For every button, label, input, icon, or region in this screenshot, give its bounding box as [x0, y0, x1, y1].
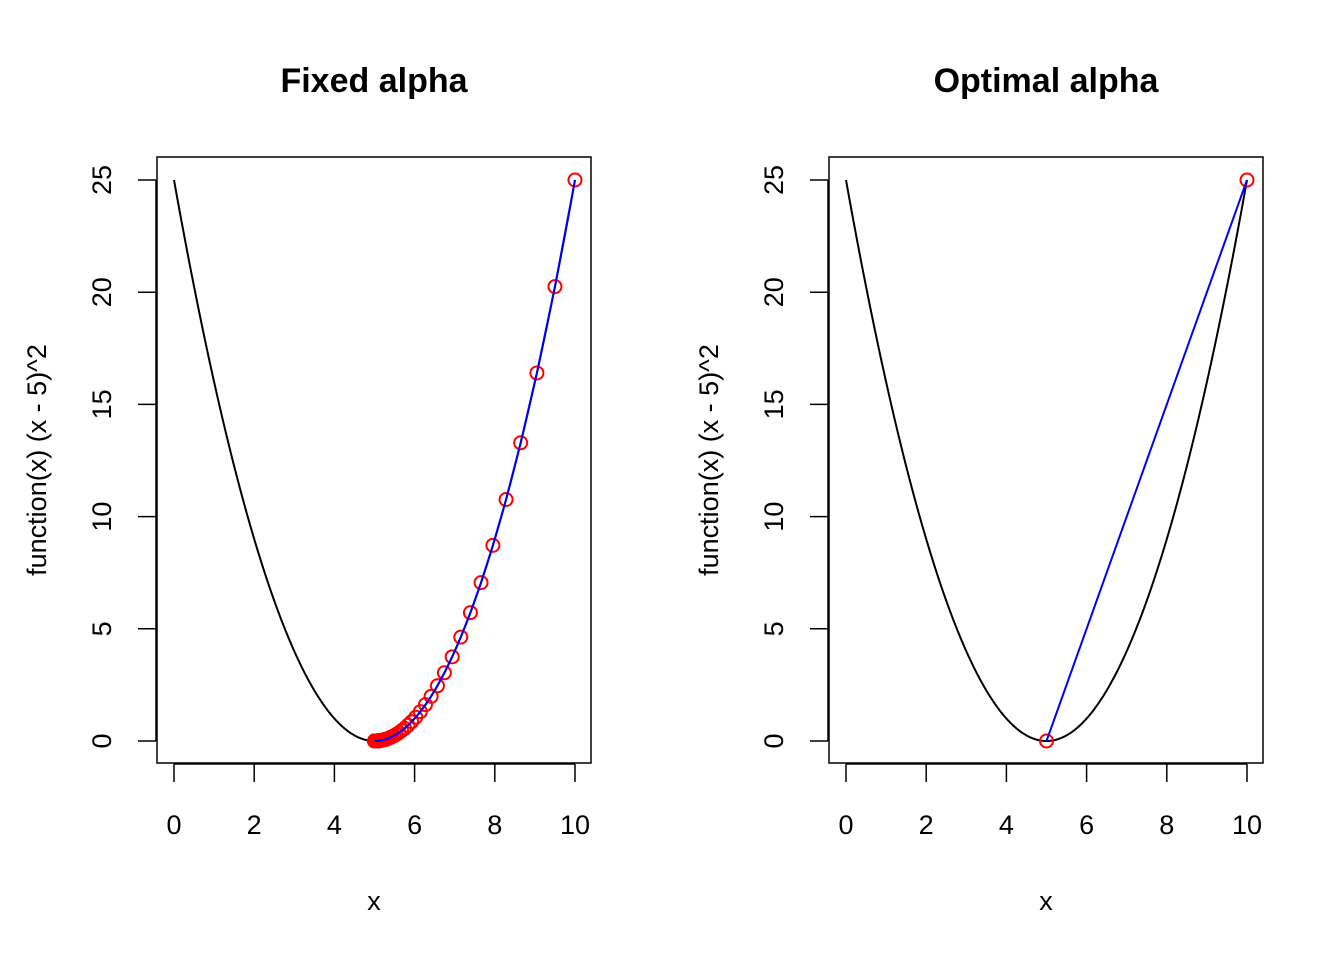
function-curve [845, 179, 1248, 743]
x-tick-label: 4 [327, 810, 342, 840]
y-axis-label: function(x) (x - 5)^2 [694, 344, 724, 576]
iterate-point [513, 435, 529, 451]
iterate-point [1039, 733, 1054, 749]
x-tick-label: 8 [1159, 810, 1174, 840]
iterate-point [547, 279, 563, 295]
x-tick-label: 6 [1079, 810, 1094, 840]
plot-frame [828, 156, 1264, 764]
x-tick-label: 2 [919, 810, 934, 840]
iterate-point [462, 605, 478, 621]
plot-frame [156, 156, 592, 764]
iterate-point [453, 629, 469, 645]
y-tick-label: 25 [87, 165, 117, 195]
y-axis-label: function(x) (x - 5)^2 [22, 344, 52, 576]
iterate-point [473, 575, 489, 591]
iterate-point [567, 172, 583, 188]
x-axis-label: x [367, 886, 381, 916]
iterate-point [408, 709, 424, 725]
y-tick-label: 5 [759, 621, 789, 636]
iterate-point [436, 665, 452, 681]
x-tick-label: 10 [1232, 810, 1262, 840]
x-tick-label: 10 [560, 810, 590, 840]
iterate-point [1239, 172, 1255, 188]
iterate-point [498, 492, 514, 508]
descent-path [374, 179, 576, 742]
iterate-point [529, 365, 545, 381]
y-tick-label: 15 [759, 389, 789, 419]
x-tick-label: 8 [487, 810, 502, 840]
chart-title: Optimal alpha [934, 62, 1160, 100]
y-tick-label: 20 [759, 277, 789, 307]
descent-path [1045, 179, 1248, 742]
panel-fixed-alpha: Fixed alpha x function(x) (x - 5)^2 0 2 4 6… [22, 62, 592, 916]
x-axis-label: x [1039, 886, 1053, 916]
x-tick-label: 4 [999, 810, 1014, 840]
function-curve [173, 179, 576, 743]
y-tick-label: 0 [87, 733, 117, 748]
y-tick-label: 20 [87, 277, 117, 307]
iterate-point [444, 649, 460, 665]
y-tick-label: 0 [759, 733, 789, 748]
y-tick-label: 10 [759, 502, 789, 532]
x-tick-label: 0 [838, 810, 853, 840]
x-tick-label: 2 [247, 810, 262, 840]
chart-title: Fixed alpha [280, 62, 468, 100]
y-tick-label: 5 [87, 621, 117, 636]
iterate-point [485, 537, 501, 553]
y-tick-label: 10 [87, 502, 117, 532]
y-tick-label: 25 [759, 165, 789, 195]
x-tick-label: 6 [407, 810, 422, 840]
x-tick-label: 0 [166, 810, 181, 840]
panel-optimal-alpha: Optimal alpha x function(x) (x - 5)^2 0 2… [694, 62, 1264, 916]
y-tick-label: 15 [87, 389, 117, 419]
